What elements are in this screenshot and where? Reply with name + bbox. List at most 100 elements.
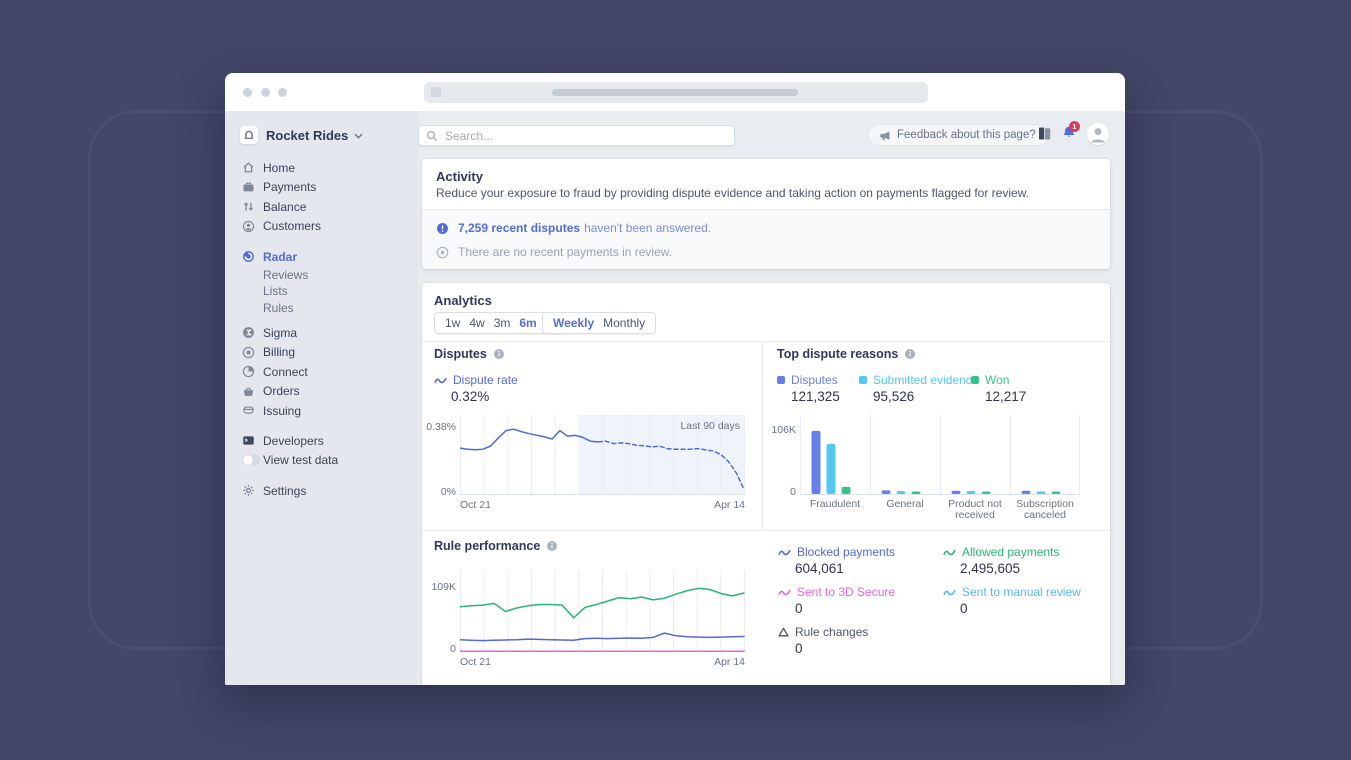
url-placeholder [552,89,798,96]
line-series-icon [778,588,791,597]
swatch-icon [777,376,785,384]
reviews-status-row: There are no recent payments in review. [436,245,672,259]
feedback-button[interactable]: Feedback about this page? [868,124,1049,146]
review-note: There are no recent payments in review. [458,245,673,259]
activity-title: Activity [436,169,483,184]
window-close-button[interactable] [243,88,252,97]
sidebar-item-rules[interactable]: Rules [263,300,294,315]
feedback-label: Feedback about this page? [897,129,1036,141]
book-icon [1037,127,1053,145]
dispute-rate-chart [459,415,745,495]
range-1w[interactable]: 1w [445,316,461,330]
radar-icon [242,250,255,263]
sidebar-item-radar[interactable]: Radar [225,247,418,267]
dispute-rate-legend: Dispute rate [434,373,518,387]
window-minimize-button[interactable] [261,88,270,97]
granularity-selector: Weekly Monthly [542,312,657,334]
granularity-weekly[interactable]: Weekly [553,316,595,330]
sidebar-item-orders[interactable]: Orders [225,382,418,402]
balance-icon [242,200,255,213]
sidebar-item-customers[interactable]: Customers [225,217,418,237]
sidebar-item-issuing[interactable]: Issuing [225,401,418,421]
y-axis-tick: 109K [431,581,456,593]
legend-rule-changes: Rule changes [778,625,868,639]
y-axis-zero: 0 [450,643,456,655]
search-input[interactable] [418,125,735,146]
y-axis-zero: 0 [790,486,796,498]
disputes-link[interactable]: 7,259 recent disputes [458,221,581,235]
divider [422,341,1110,342]
x-axis-end: Apr 14 [714,656,745,668]
x-axis-start: Oct 21 [460,499,491,511]
billing-icon [242,346,255,359]
range-4w[interactable]: 4w [469,316,485,330]
legend-sent-3d-secure: Sent to 3D Secure [778,585,895,599]
divider [422,530,1110,531]
x-axis-end: Apr 14 [714,499,745,511]
sidebar-item-home[interactable]: Home [225,158,418,178]
docs-button[interactable] [1037,126,1053,146]
account-switcher[interactable]: Rocket Rides [240,123,363,147]
sigma-icon [242,326,255,339]
sidebar-item-payments[interactable]: Payments [225,178,418,198]
sent-3d-secure-total: 0 [795,601,803,616]
brand-logo-icon [240,126,258,144]
category-label: General [886,498,924,510]
sidebar-item-lists[interactable]: Lists [263,284,288,299]
sidebar-item-settings[interactable]: Settings [225,481,418,501]
swatch-icon [971,376,979,384]
sidebar-item-view-test-data[interactable]: View test data [225,451,418,471]
dispute-reasons-chart [800,415,1080,495]
line-series-icon [434,376,447,385]
sidebar-item-sigma[interactable]: Sigma [225,323,418,343]
sidebar-item-billing[interactable]: Billing [225,343,418,363]
issuing-icon [242,404,255,417]
legend-sent-manual-review: Sent to manual review [943,585,1081,599]
sidebar-nav: Home Payments Balance Customers Rad [225,158,418,501]
analytics-title: Analytics [434,293,492,308]
triangle-icon [778,627,789,637]
line-series-icon [943,548,956,557]
submitted-evidence-total: 95,526 [873,389,915,404]
won-total: 12,217 [985,389,1027,404]
disputes-link-rest: haven't been answered. [584,221,712,235]
sidebar-item-connect[interactable]: Connect [225,362,418,382]
sidebar-item-balance[interactable]: Balance [225,197,418,217]
sidebar [225,111,418,685]
chevron-down-icon [354,126,363,144]
swatch-icon [859,376,867,384]
line-series-icon [943,588,956,597]
user-menu-button[interactable] [1087,123,1109,145]
legend-disputes: Disputes [777,373,838,387]
range-3m[interactable]: 3m [493,316,511,330]
range-6m[interactable]: 6m [519,316,537,330]
connect-icon [242,365,255,378]
address-bar[interactable] [424,82,928,103]
legend-blocked-payments: Blocked payments [778,545,895,559]
y-axis-tick: 0.38% [426,421,456,433]
disputes-alert-row: 7,259 recent disputes haven't been answe… [436,221,711,235]
sidebar-item-reviews[interactable]: Reviews [263,267,309,282]
megaphone-icon [880,131,890,141]
info-icon [547,541,558,551]
notifications-button[interactable]: 1 [1061,121,1080,147]
gear-icon [242,484,255,497]
x-axis-start: Oct 21 [460,656,491,668]
rule-changes-total: 0 [795,641,803,656]
disputes-total: 121,325 [791,389,840,404]
activity-items: 7,259 recent disputes haven't been answe… [422,209,1110,269]
disputes-section-title: Disputes [434,347,505,361]
sidebar-item-developers[interactable]: Developers [225,431,418,451]
browser-window: Rocket Rides Feedback about this page? [225,73,1125,685]
info-icon [905,349,916,359]
granularity-monthly[interactable]: Monthly [603,316,646,330]
orders-icon [242,385,255,398]
browser-chrome [225,73,1125,111]
analytics-card: Analytics 1w 4w 3m 6m 1y Weekly Monthly … [422,283,1110,685]
test-mode-toggle[interactable] [242,454,261,467]
rule-performance-chart [459,570,745,653]
info-icon [493,349,504,359]
person-icon [1091,128,1105,143]
window-maximize-button[interactable] [278,88,287,97]
